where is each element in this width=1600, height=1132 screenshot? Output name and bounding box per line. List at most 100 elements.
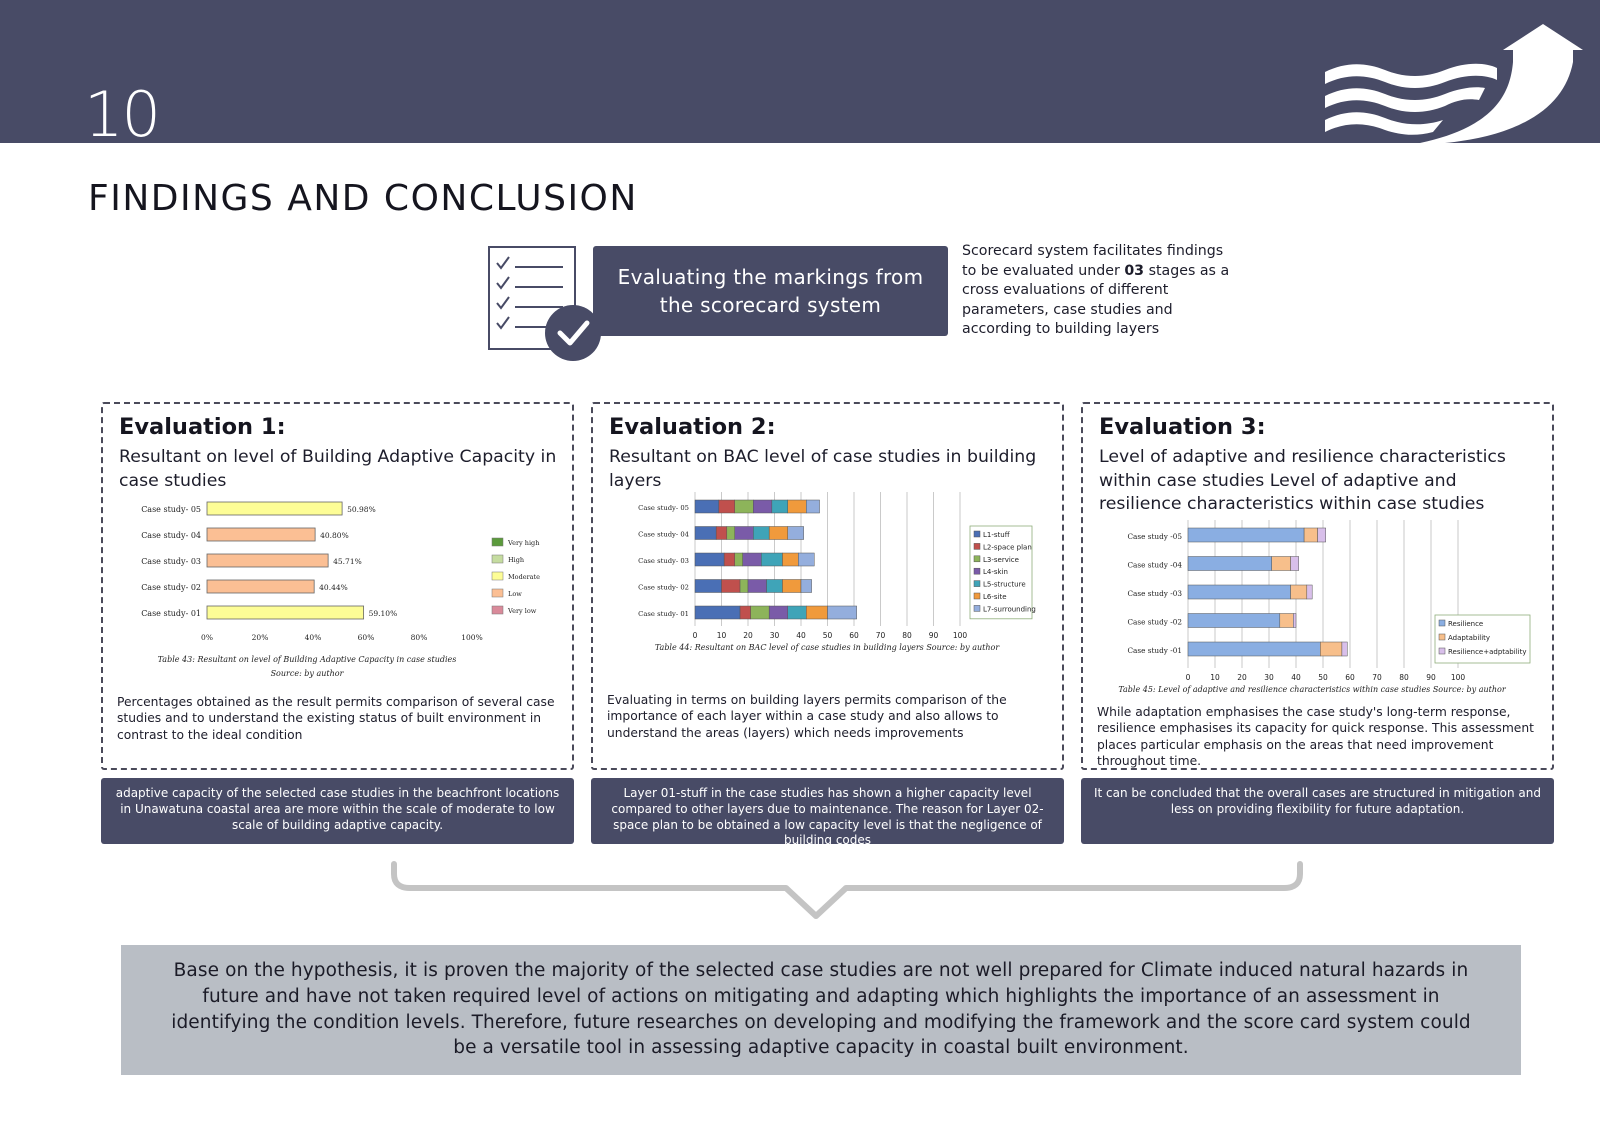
bar-segment (1341, 641, 1348, 657)
bar-segment (750, 605, 770, 620)
x-tick-label: 20 (1237, 673, 1247, 682)
x-tick-label: 90 (929, 631, 939, 640)
bar-segment (734, 499, 754, 514)
category-label: Case study- 04 (141, 531, 201, 540)
x-tick-label: 50 (1318, 673, 1328, 682)
x-tick-label: 0% (201, 633, 213, 642)
bar-segment (739, 579, 749, 593)
brace-connector (391, 861, 1303, 919)
bar-segment (782, 579, 802, 593)
legend-label: Adaptability (1448, 634, 1490, 642)
evaluation-2-description: Evaluating in terms on building layers p… (607, 693, 1007, 740)
bar-segment (739, 605, 751, 620)
x-tick-label: 100% (461, 633, 482, 642)
x-tick-label: 80 (1399, 673, 1409, 682)
page-number: 10 (84, 78, 161, 144)
bar-segment (771, 499, 789, 514)
bar-segment (787, 499, 807, 514)
chart-caption: Table 43: Resultant on level of Building… (158, 655, 457, 664)
evaluation-3-conclusion: It can be concluded that the overall cas… (1081, 778, 1554, 844)
bar-segment (726, 526, 736, 540)
x-tick-label: 30 (770, 631, 780, 640)
legend-label: Very high (507, 539, 539, 547)
category-label: Case study- 02 (141, 583, 201, 592)
bar-segment (1293, 613, 1297, 628)
category-label: Case study -03 (1127, 589, 1182, 598)
category-label: Case study- 05 (141, 505, 201, 514)
bar-segment (753, 526, 770, 540)
legend-label: Low (508, 590, 522, 598)
bar-segment (766, 579, 783, 593)
legend-label: L3-service (983, 556, 1019, 564)
x-tick-label: 10 (1210, 673, 1220, 682)
scorecard-note-stages: 03 (1124, 262, 1145, 279)
legend-label: L7-surrounding (983, 605, 1036, 613)
x-tick-label: 80% (411, 633, 428, 642)
category-label: Case study -01 (1127, 646, 1182, 655)
evaluation-1-conclusion: adaptive capacity of the selected case s… (101, 778, 574, 844)
bar-segment (742, 552, 762, 567)
x-tick-label: 50 (823, 631, 833, 640)
category-label: Case study- 05 (638, 504, 689, 512)
bar-segment (798, 552, 815, 567)
legend-swatch (491, 605, 504, 615)
evaluation-banner: Evaluating the markings from the scoreca… (593, 246, 948, 336)
legend-swatch (973, 555, 981, 563)
category-label: Case study -05 (1127, 532, 1182, 541)
legend-swatch (973, 567, 981, 575)
legend-swatch (973, 530, 981, 538)
x-tick-label: 20 (743, 631, 753, 640)
checklist-icon (488, 246, 601, 361)
scorecard-note-post: stages as a cross evaluations of differe… (962, 262, 1230, 338)
chart-caption: Table 45: Level of adaptive and resilien… (1118, 685, 1507, 694)
category-label: Case study- 01 (141, 609, 201, 618)
category-label: Case study- 03 (141, 557, 201, 566)
evaluation-3-subtitle: Level of adaptive and resilience charact… (1099, 447, 1506, 514)
category-label: Case study- 02 (638, 584, 689, 592)
bar-segment (734, 526, 754, 540)
section-title: FINDINGS AND CONCLUSION (88, 178, 638, 219)
bar-segment (827, 605, 857, 620)
category-label: Case study- 01 (638, 610, 689, 618)
x-tick-label: 70 (876, 631, 886, 640)
legend-label: L1-stuff (983, 531, 1010, 539)
x-tick-label: 60 (849, 631, 859, 640)
bar-segment (718, 499, 735, 514)
bar-segment (694, 552, 725, 567)
legend-label: L4-skin (983, 568, 1008, 576)
bar-segment (806, 499, 820, 514)
bar-segment (787, 605, 807, 620)
category-label: Case study- 04 (638, 531, 689, 539)
bar-segment (1187, 641, 1321, 657)
legend-label: Very low (507, 607, 537, 615)
evaluation-2-chart: 0 10 20 30 40 50 60 70 80 90 100 Case study- 05 Case… (638, 492, 1036, 652)
bar-segment (1317, 527, 1326, 543)
x-tick-label: 20% (252, 633, 269, 642)
chart-caption: Table 44: Resultant on BAC level of case… (655, 643, 1001, 652)
evaluation-3-description: While adaptation emphasises the case stu… (1097, 705, 1534, 768)
bar (206, 553, 329, 568)
category-label: Case study- 03 (638, 557, 689, 565)
legend-swatch (973, 592, 981, 600)
bar-segment (1290, 584, 1308, 600)
x-tick-label: 60% (358, 633, 375, 642)
evaluation-1-chart: Case study- 05 50.98% Case study- 04 40.80%… (141, 501, 540, 678)
bar-segment (1187, 527, 1305, 543)
x-tick-label: 80 (902, 631, 912, 640)
x-tick-label: 90 (1426, 673, 1436, 682)
x-tick-label: 10 (717, 631, 727, 640)
bar (206, 501, 343, 516)
legend-label: L2-space plan (983, 543, 1032, 551)
x-tick-label: 40% (305, 633, 322, 642)
category-label: Case study -02 (1127, 618, 1182, 627)
bar-segment (694, 499, 720, 514)
evaluation-2-subtitle: Resultant on BAC level of case studies i… (609, 447, 1037, 491)
bar-segment (1187, 584, 1291, 600)
bar-segment (1279, 613, 1294, 628)
bar-segment (1271, 556, 1291, 571)
bar-segment (734, 552, 743, 567)
data-label: 40.80% (320, 531, 349, 540)
bar-segment (1290, 556, 1299, 571)
x-tick-label: 100 (1451, 673, 1466, 682)
legend-swatch (973, 543, 981, 550)
